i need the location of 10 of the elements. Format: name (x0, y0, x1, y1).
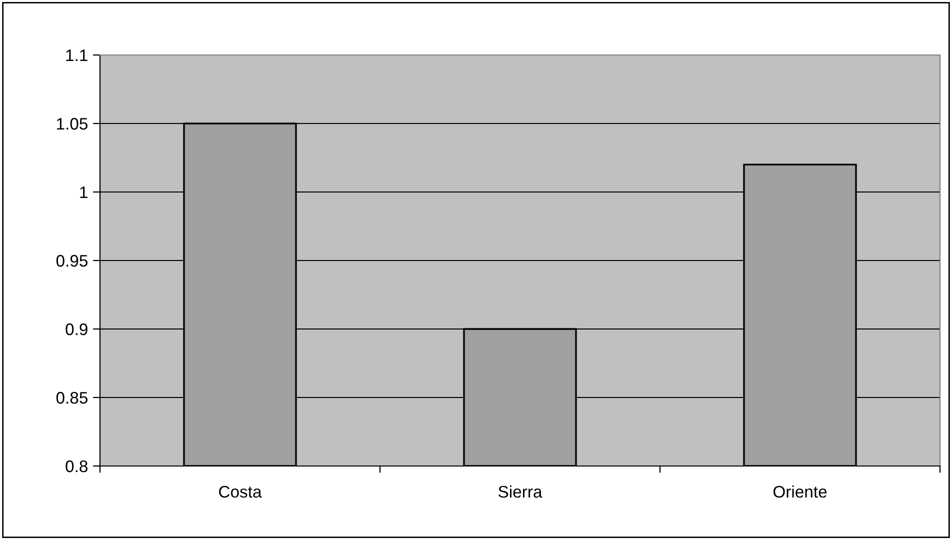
y-tick-label: 0.85 (56, 392, 88, 404)
x-tick-label: Sierra (498, 485, 542, 498)
x-tick-label: Costa (219, 486, 262, 498)
y-tick-label: 0.95 (56, 254, 88, 267)
x-tick-label: Oriente (773, 485, 827, 498)
y-tick-label: 0.8 (66, 460, 88, 472)
y-tick-label: 1 (80, 186, 88, 198)
y-tick-label: 1.1 (66, 50, 88, 62)
y-tick-label: 0.9 (66, 323, 88, 336)
y-tick-label: 1.05 (57, 118, 88, 130)
